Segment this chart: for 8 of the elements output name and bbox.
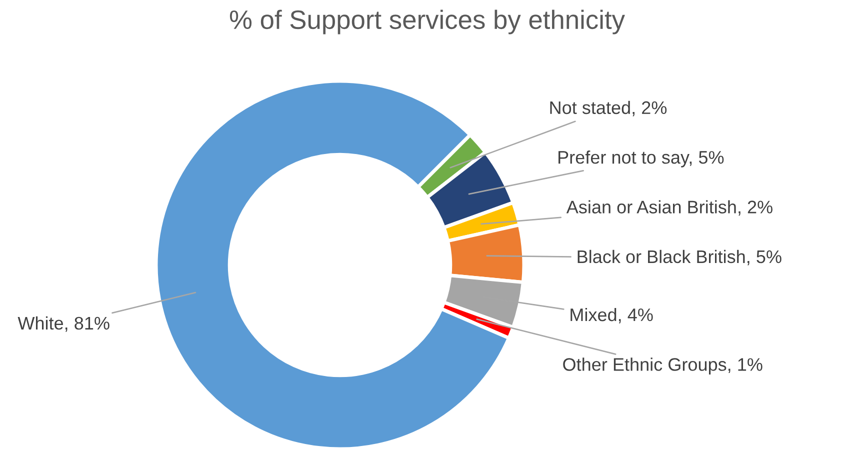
slice-label: Asian or Asian British, 2% <box>566 200 772 216</box>
chart-title: % of Support services by ethnicity <box>230 10 625 34</box>
slice-label: Black or Black British, 5% <box>578 250 782 266</box>
slice-label: Not stated, 2% <box>550 100 667 116</box>
slice-label: Prefer not to say, 5% <box>558 150 724 168</box>
slice-label: Mixed, 4% <box>570 308 653 324</box>
slice-label: White, 81% <box>18 316 110 332</box>
slice-label: Other Ethnic Groups, 1% <box>563 358 762 374</box>
